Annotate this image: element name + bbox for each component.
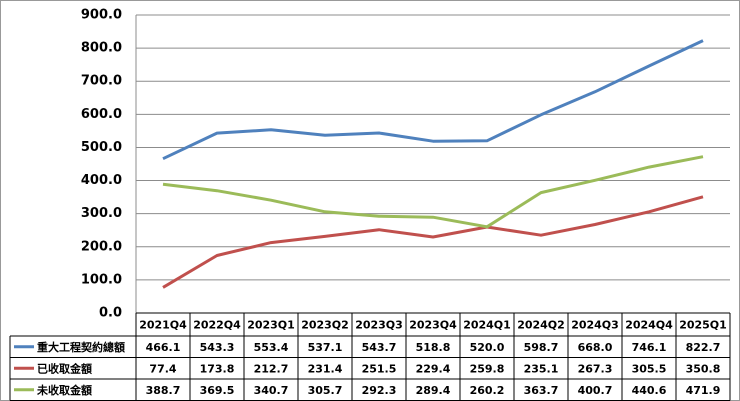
table-value: 229.4: [416, 362, 451, 375]
table-value: 746.1: [632, 341, 667, 354]
y-tick-label: 600.0: [81, 107, 122, 122]
x-tick-label: 2023Q4: [409, 319, 457, 332]
x-tick-label: 2024Q4: [625, 319, 673, 332]
table-value: 466.1: [146, 341, 181, 354]
x-tick-label: 2022Q4: [193, 319, 241, 332]
table-value: 251.5: [362, 362, 397, 375]
y-tick-label: 200.0: [81, 239, 122, 254]
table-value: 369.5: [200, 384, 235, 397]
y-tick-label: 300.0: [81, 206, 122, 221]
x-tick-label: 2024Q3: [571, 319, 619, 332]
table-value: 822.7: [686, 341, 721, 354]
table-value: 259.8: [470, 362, 505, 375]
x-tick-label: 2025Q1: [679, 319, 727, 332]
y-tick-label: 100.0: [81, 272, 122, 287]
table-value: 553.4: [254, 341, 289, 354]
table-value: 289.4: [416, 384, 451, 397]
series-line: [162, 195, 704, 289]
table-value: 267.3: [578, 362, 613, 375]
y-tick-label: 500.0: [81, 140, 122, 155]
legend-label: 已收取金額: [37, 361, 92, 375]
table-value: 400.7: [578, 384, 613, 397]
table-value: 543.3: [200, 341, 235, 354]
series-line: [162, 155, 704, 229]
x-tick-label: 2023Q3: [355, 319, 403, 332]
table-value: 520.0: [470, 341, 505, 354]
x-tick-label: 2024Q1: [463, 319, 511, 332]
table-value: 471.9: [686, 384, 721, 397]
table-value: 388.7: [146, 384, 181, 397]
table-value: 537.1: [308, 341, 343, 354]
table-value: 350.8: [686, 362, 721, 375]
x-tick-label: 2023Q2: [301, 319, 349, 332]
table-value: 77.4: [149, 362, 176, 375]
table-value: 212.7: [254, 362, 289, 375]
x-tick-label: 2021Q4: [139, 319, 187, 332]
table-value: 340.7: [254, 384, 289, 397]
table-value: 543.7: [362, 341, 397, 354]
y-tick-label: 900.0: [81, 8, 122, 23]
table-value: 598.7: [524, 341, 559, 354]
table-value: 231.4: [308, 362, 343, 375]
table-value: 173.8: [200, 362, 235, 375]
legend-label: 未收取金額: [36, 383, 92, 397]
y-tick-label: 400.0: [81, 173, 122, 188]
y-tick-label: 0.0: [99, 306, 122, 321]
table-value: 305.7: [308, 384, 343, 397]
x-tick-label: 2023Q1: [247, 319, 295, 332]
table-value: 235.1: [524, 362, 559, 375]
legend-label: 重大工程契約總額: [37, 340, 125, 354]
table-value: 518.8: [416, 341, 451, 354]
table-value: 260.2: [470, 384, 505, 397]
table-value: 292.3: [362, 384, 397, 397]
table-value: 440.6: [632, 384, 667, 397]
table-value: 363.7: [524, 384, 559, 397]
table-value: 305.5: [632, 362, 667, 375]
series-line: [162, 39, 704, 161]
x-tick-label: 2024Q2: [517, 319, 565, 332]
y-tick-label: 700.0: [81, 74, 122, 89]
y-tick-label: 800.0: [81, 41, 122, 56]
table-value: 668.0: [578, 341, 613, 354]
